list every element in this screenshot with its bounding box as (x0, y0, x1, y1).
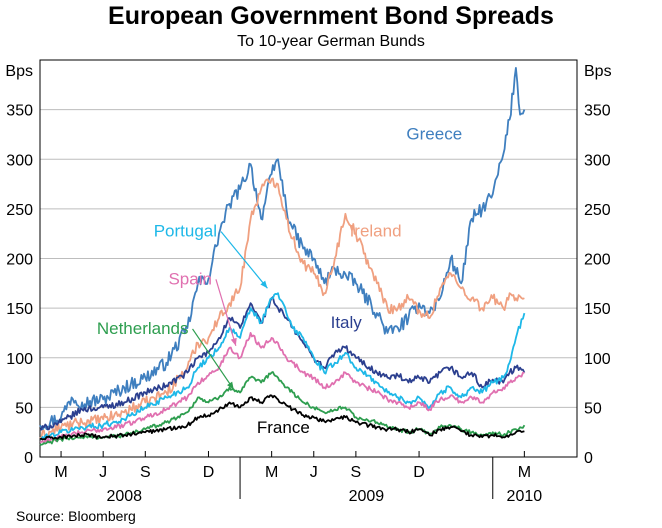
arrow-head-spain (230, 337, 237, 346)
series-label-spain: Spain (168, 269, 211, 288)
y-tick-label-right: 350 (584, 103, 611, 120)
y-tick-label-left: 200 (6, 252, 33, 269)
series-line-spain (39, 332, 525, 445)
x-tick-label: J (310, 464, 318, 481)
arrow-head-netherlands (227, 381, 234, 390)
year-label: 2009 (349, 488, 385, 505)
y-tick-label-left: 150 (6, 301, 33, 318)
x-tick-label: S (351, 464, 362, 481)
y-tick-label-left: 100 (6, 351, 33, 368)
chart-subtitle: To 10-year German Bunds (237, 33, 425, 50)
x-tick-label: D (203, 464, 215, 481)
chart-title: European Government Bond Spreads (108, 2, 554, 30)
series-line-france (39, 394, 525, 441)
y-tick-label-left: 300 (6, 152, 33, 169)
x-tick-label: M (265, 464, 278, 481)
series-label-portugal: Portugal (154, 222, 217, 241)
y-tick-label-left: 250 (6, 202, 33, 219)
y-tick-label-right: 100 (584, 351, 611, 368)
series-line-ireland (39, 177, 525, 440)
series-line-portugal (40, 292, 526, 441)
arrow-head-portugal (260, 280, 268, 289)
plot-frame (39, 59, 578, 458)
year-label: 2008 (106, 488, 142, 505)
series-line-italy (39, 296, 526, 431)
x-tick-label: S (140, 464, 151, 481)
series-lines (39, 67, 526, 446)
x-tick-label: D (413, 464, 425, 481)
y-axis-unit-right: Bps (584, 63, 612, 80)
y-axis-unit-left: Bps (5, 63, 33, 80)
series-label-greece: Greece (406, 124, 462, 143)
y-tick-label-left: 50 (15, 400, 33, 417)
series-line-greece (39, 67, 526, 431)
axes: 0 0 50 50 100 100 150 150 200 200 250 250 300 300 350 3… (5, 63, 611, 505)
y-tick-label-left: 350 (6, 103, 33, 120)
x-tick-label: J (99, 464, 107, 481)
arrow-line-portugal (220, 231, 268, 289)
y-tick-label-right: 300 (584, 152, 611, 169)
series-line-netherlands (39, 371, 526, 446)
y-tick-label-right: 200 (584, 252, 611, 269)
x-tick-label: M (518, 464, 531, 481)
x-tick-label: M (54, 464, 67, 481)
y-tick-label-left: 0 (24, 450, 33, 467)
year-label: 2010 (507, 488, 543, 505)
series-label-france: France (257, 418, 310, 437)
y-tick-label-right: 0 (584, 450, 593, 467)
series-label-ireland: Ireland (350, 222, 402, 241)
y-tick-label-right: 50 (584, 400, 602, 417)
arrow-line-netherlands (192, 328, 235, 390)
arrow-line-spain (215, 279, 237, 347)
series-label-netherlands: Netherlands (97, 319, 189, 338)
series-label-italy: Italy (331, 313, 363, 332)
y-tick-label-right: 250 (584, 202, 611, 219)
y-tick-label-right: 150 (584, 301, 611, 318)
annotations: Greece Ireland Portugal Spain Netherlands Ita… (97, 124, 462, 437)
source-note: Source: Bloomberg (16, 508, 136, 524)
gridlines (40, 109, 577, 408)
